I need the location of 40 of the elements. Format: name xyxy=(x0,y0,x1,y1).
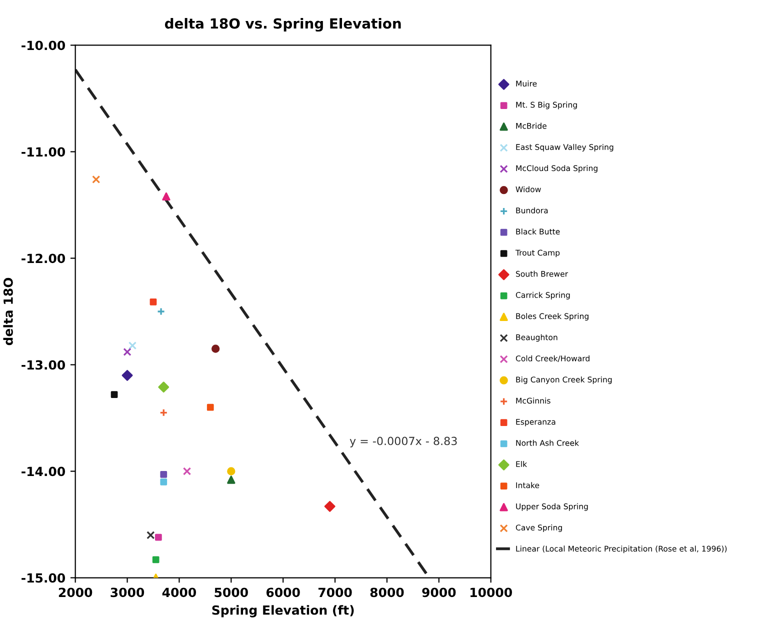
chart-title: delta 18O vs. Spring Elevation xyxy=(164,18,401,32)
point xyxy=(162,192,170,201)
point xyxy=(182,467,192,476)
point xyxy=(146,531,155,540)
point xyxy=(158,382,170,393)
point xyxy=(150,298,157,306)
point xyxy=(152,556,160,564)
x-tick-label: 6000 xyxy=(266,588,300,598)
y-tick-label: -15.00 xyxy=(22,573,66,583)
x-tick-label: 5000 xyxy=(214,588,248,598)
x-tick-label: 7000 xyxy=(318,588,352,598)
x-tick-label: 9000 xyxy=(422,588,456,598)
point xyxy=(155,534,162,541)
point xyxy=(160,478,168,486)
point xyxy=(123,348,132,356)
y-tick-label: -10.00 xyxy=(22,40,66,50)
point xyxy=(324,500,336,512)
point xyxy=(211,344,220,353)
x-tick-label: 4000 xyxy=(162,588,196,598)
x-tick-label: 2000 xyxy=(58,588,92,598)
point xyxy=(110,391,118,398)
x-axis-title: Spring Elevation (ft) xyxy=(212,605,354,618)
point xyxy=(227,476,236,484)
point xyxy=(227,467,236,476)
point xyxy=(156,307,166,316)
point xyxy=(92,175,100,184)
point xyxy=(122,370,133,381)
x-tick-label: 10000 xyxy=(470,588,512,598)
y-tick-label: -12.00 xyxy=(22,254,66,264)
point xyxy=(160,408,168,417)
x-tick-label: 3000 xyxy=(110,588,144,598)
y-tick-label: -14.00 xyxy=(22,466,66,476)
y-tick-label: -11.00 xyxy=(22,147,66,157)
point xyxy=(128,341,137,350)
x-tick-label: 8000 xyxy=(370,588,404,598)
y-tick-label: -13.00 xyxy=(22,360,66,370)
annotation: y = -0.0007x - 8.83 xyxy=(350,436,457,448)
y-axis-title: delta 18O xyxy=(3,278,13,346)
point xyxy=(160,471,168,478)
point xyxy=(206,404,214,411)
